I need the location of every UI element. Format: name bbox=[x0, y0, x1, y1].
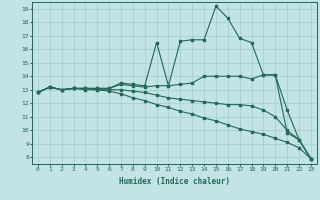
X-axis label: Humidex (Indice chaleur): Humidex (Indice chaleur) bbox=[119, 177, 230, 186]
